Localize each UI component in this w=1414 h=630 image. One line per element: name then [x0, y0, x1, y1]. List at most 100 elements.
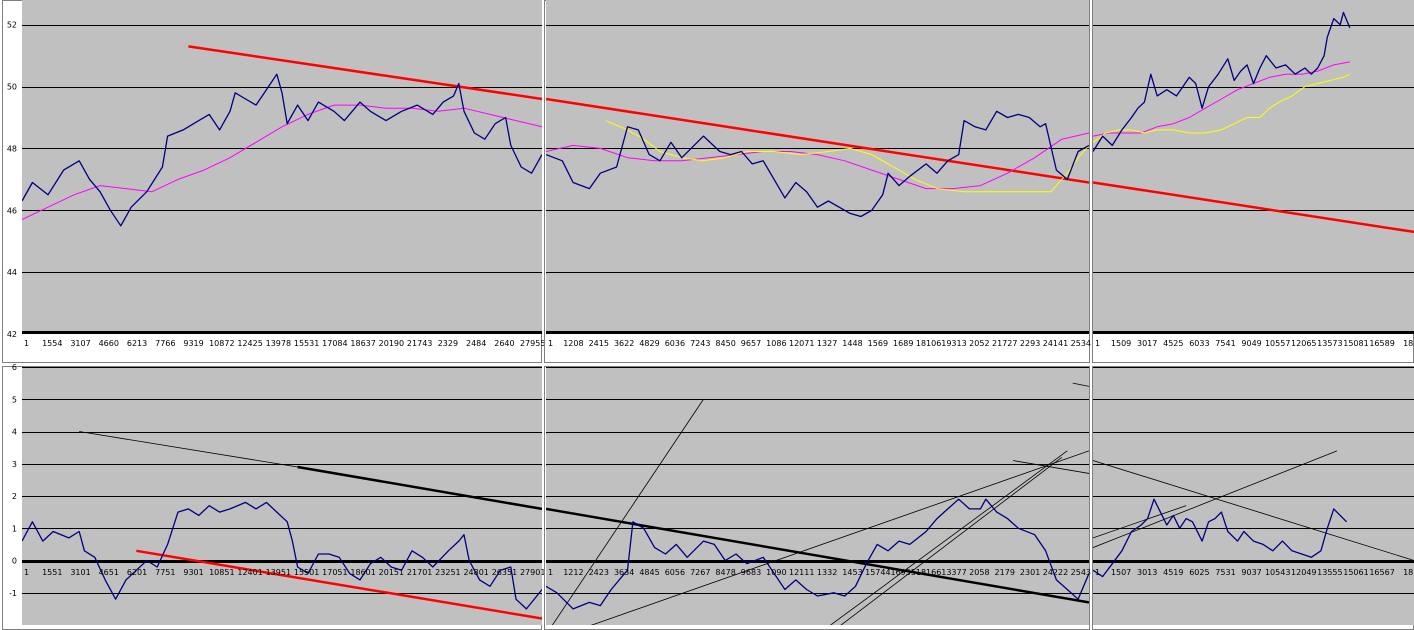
y-tick-label: 5 — [12, 395, 17, 404]
x-tick-label: 1327 — [817, 339, 837, 348]
x-tick-label: 24222 — [1043, 568, 1068, 577]
series-price — [1093, 11, 1351, 152]
x-tick-label: 2058 — [969, 568, 989, 577]
y-tick-label: 1 — [12, 524, 17, 533]
series-ma_yellow — [1093, 73, 1351, 143]
x-tick-label: 6025 — [1189, 568, 1209, 577]
x-tick-label: 4845 — [639, 568, 659, 577]
x-tick-label: 1507 — [1111, 568, 1131, 577]
series-price — [22, 501, 542, 610]
x-tick-label: 3013 — [1137, 568, 1157, 577]
x-tick-label: 15531 — [294, 339, 319, 348]
trend-line-black-0 — [1093, 450, 1338, 548]
x-tick-label: 18 — [1403, 339, 1413, 348]
panel-bottom-middle: 1 1212 2423 3634 4845 6056 7267 8478 9683 1090 121… — [544, 366, 1091, 630]
x-tick-label: 1 — [24, 339, 29, 348]
series-ma_magenta — [1093, 61, 1350, 137]
x-tick-label: 18637 — [350, 339, 375, 348]
x-tick-label: 1 — [548, 568, 553, 577]
x-tick-label: 12065 — [1291, 339, 1316, 348]
x-tick-label: 16589 — [1369, 339, 1394, 348]
trend-line-black-2 — [297, 465, 542, 511]
x-tick-label: 4660 — [99, 339, 119, 348]
plot-area — [546, 0, 1089, 334]
y-tick-label: 44 — [7, 268, 17, 277]
x-tick-label: 10543 — [1265, 568, 1290, 577]
x-tick-label: 7766 — [155, 339, 175, 348]
x-tick-label: 3101 — [70, 568, 90, 577]
x-tick-label: 2179 — [995, 568, 1015, 577]
x-tick-label: 6201 — [127, 568, 147, 577]
x-tick-label: 7751 — [155, 568, 175, 577]
series-price — [1093, 498, 1348, 578]
y-tick-label: 46 — [7, 206, 17, 215]
trend-line-black-1 — [79, 431, 298, 468]
series-ma_magenta — [546, 132, 1089, 190]
x-tick-label: 12049 — [1291, 568, 1316, 577]
x-tick-label: 2329 — [438, 339, 458, 348]
x-tick-label: 23251 — [435, 568, 460, 577]
y-tick-label: 0 — [12, 557, 17, 566]
x-tick-label: 13377 — [941, 568, 966, 577]
x-tick-label: 4519 — [1163, 568, 1183, 577]
x-tick-label: 17051 — [322, 568, 347, 577]
x-tick-label: 19313 — [941, 339, 966, 348]
x-tick-label: 9683 — [741, 568, 761, 577]
x-tick-label: 13978 — [266, 339, 291, 348]
x-tick-label: 1 — [1095, 339, 1100, 348]
x-tick-label: 2543 — [1071, 568, 1091, 577]
trend-line-black-2 — [551, 399, 704, 625]
trend-line-black-4 — [840, 456, 1063, 625]
x-tick-label: 27901 — [520, 568, 545, 577]
x-tick-label: 16955 — [891, 568, 916, 577]
x-tick-label: 2301 — [1020, 568, 1040, 577]
trend-line-red-0 — [546, 97, 1089, 184]
x-tick-label: 10872 — [209, 339, 234, 348]
x-tick-label: 26351 — [492, 568, 517, 577]
x-tick-label: 1 — [548, 339, 553, 348]
x-tick-label: 1569 — [868, 339, 888, 348]
panel-top-left: 42 44 46 48 50 52 1 1554 3107 4660 6213 7766 9319 108… — [2, 0, 545, 363]
x-tick-label: 15744 — [865, 568, 890, 577]
x-tick-label: 10557 — [1265, 339, 1290, 348]
x-tick-label: 10851 — [209, 568, 234, 577]
x-tick-label: 1689 — [893, 339, 913, 348]
x-tick-label: 1453 — [842, 568, 862, 577]
x-tick-label: 4651 — [99, 568, 119, 577]
y-tick-label: 52 — [7, 21, 17, 30]
x-tick-label: 21701 — [407, 568, 432, 577]
trend-line-black-5 — [1012, 460, 1089, 474]
x-tick-label: 21743 — [407, 339, 432, 348]
y-tick-label: -1 — [9, 589, 17, 598]
y-tick-label: 50 — [7, 83, 17, 92]
x-tick-label: 2423 — [589, 568, 609, 577]
x-tick-label: 20190 — [379, 339, 404, 348]
x-tick-label: 2415 — [589, 339, 609, 348]
x-tick-label: 18601 — [350, 568, 375, 577]
x-tick-label: 27955 — [520, 339, 545, 348]
x-tick-label: 3634 — [614, 568, 634, 577]
plot-area — [1093, 0, 1414, 334]
x-tick-label: 1554 — [42, 339, 62, 348]
x-tick-label: 1086 — [766, 339, 786, 348]
panel-top-middle: 1 1208 2415 3622 4829 6036 7243 8450 9657 1086 120… — [544, 0, 1091, 363]
y-tick-label: 42 — [7, 330, 17, 339]
x-tick-label: 17084 — [322, 339, 347, 348]
x-tick-label: 12111 — [789, 568, 814, 577]
y-tick-label: 4 — [12, 428, 17, 437]
trend-line-black-1 — [1093, 505, 1187, 539]
x-tick-label: 8478 — [715, 568, 735, 577]
panel-bottom-right: 1 1507 3013 4519 6025 7531 9037 10543 12049 13555… — [1092, 366, 1414, 630]
series-price — [22, 73, 542, 227]
series-price — [546, 110, 1089, 218]
x-tick-label: 2484 — [466, 339, 486, 348]
x-tick-label: 15501 — [294, 568, 319, 577]
x-tick-label: 7531 — [1215, 568, 1235, 577]
trend-line-red-0 — [1093, 181, 1414, 234]
x-tick-label: 12071 — [789, 339, 814, 348]
x-tick-label: 2293 — [1020, 339, 1040, 348]
x-tick-label: 2052 — [969, 339, 989, 348]
x-tick-label: 2534 — [1071, 339, 1091, 348]
trend-line-black-2 — [1093, 460, 1414, 561]
